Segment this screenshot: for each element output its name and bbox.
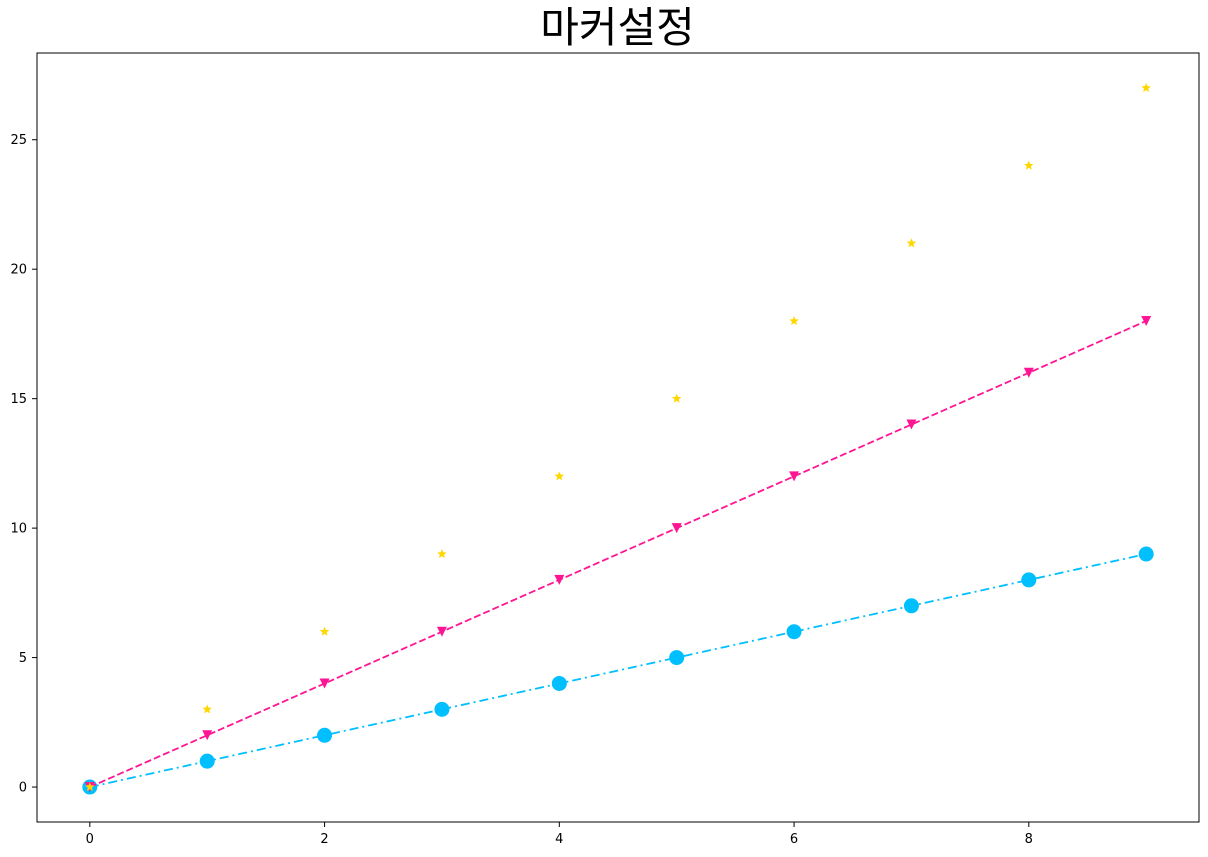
series-2-point (202, 730, 213, 741)
series-3-point (1024, 160, 1034, 170)
series-1-line (89, 553, 1147, 788)
series-2-line (89, 320, 1147, 788)
y-tick-label: 5 (19, 651, 27, 666)
y-tick-label: 15 (10, 392, 27, 407)
series-2-point (1023, 367, 1034, 378)
y-tick-label: 10 (10, 522, 27, 537)
plot-area (82, 82, 1154, 795)
axes: 0 2 4 6 8 0 5 10 15 20 25 (10, 52, 1200, 847)
series-1-point (317, 727, 333, 743)
series-1-point (1138, 546, 1154, 562)
series-2-point (906, 419, 917, 430)
x-tick-label: 6 (790, 832, 798, 847)
series-3-point (85, 782, 95, 792)
x-tick-label: 2 (320, 832, 328, 847)
series-2-point (436, 626, 447, 637)
series-3-point (1141, 82, 1151, 92)
plot-frame (36, 52, 1200, 823)
series-2-point (789, 471, 800, 482)
series-3-point (671, 393, 682, 403)
series-3-point (202, 704, 212, 714)
series-3-point (789, 315, 799, 326)
x-tick-label: 0 (86, 832, 94, 847)
y-tick-label: 0 (19, 781, 27, 796)
series-2-point (1141, 315, 1152, 326)
series-2-point (671, 523, 682, 534)
series-3-point (319, 626, 330, 636)
series-3-point (437, 549, 447, 559)
series-2-point (319, 678, 330, 689)
series-1-point (434, 701, 450, 717)
x-tick-label: 4 (555, 832, 563, 847)
series-1-point (903, 598, 919, 614)
series-1-point (786, 624, 802, 640)
series-1-point (199, 753, 215, 769)
series-2-point (554, 574, 565, 585)
series-1-point (669, 650, 685, 666)
series-3-point (554, 471, 565, 481)
series-1-point (551, 675, 567, 691)
chart-title: 마커설정 (540, 3, 695, 52)
x-tick-label: 8 (1025, 832, 1033, 847)
series-3-point (906, 238, 917, 248)
series-1-point (1021, 572, 1037, 588)
y-tick-label: 25 (10, 133, 27, 148)
y-tick-label: 20 (10, 263, 27, 278)
